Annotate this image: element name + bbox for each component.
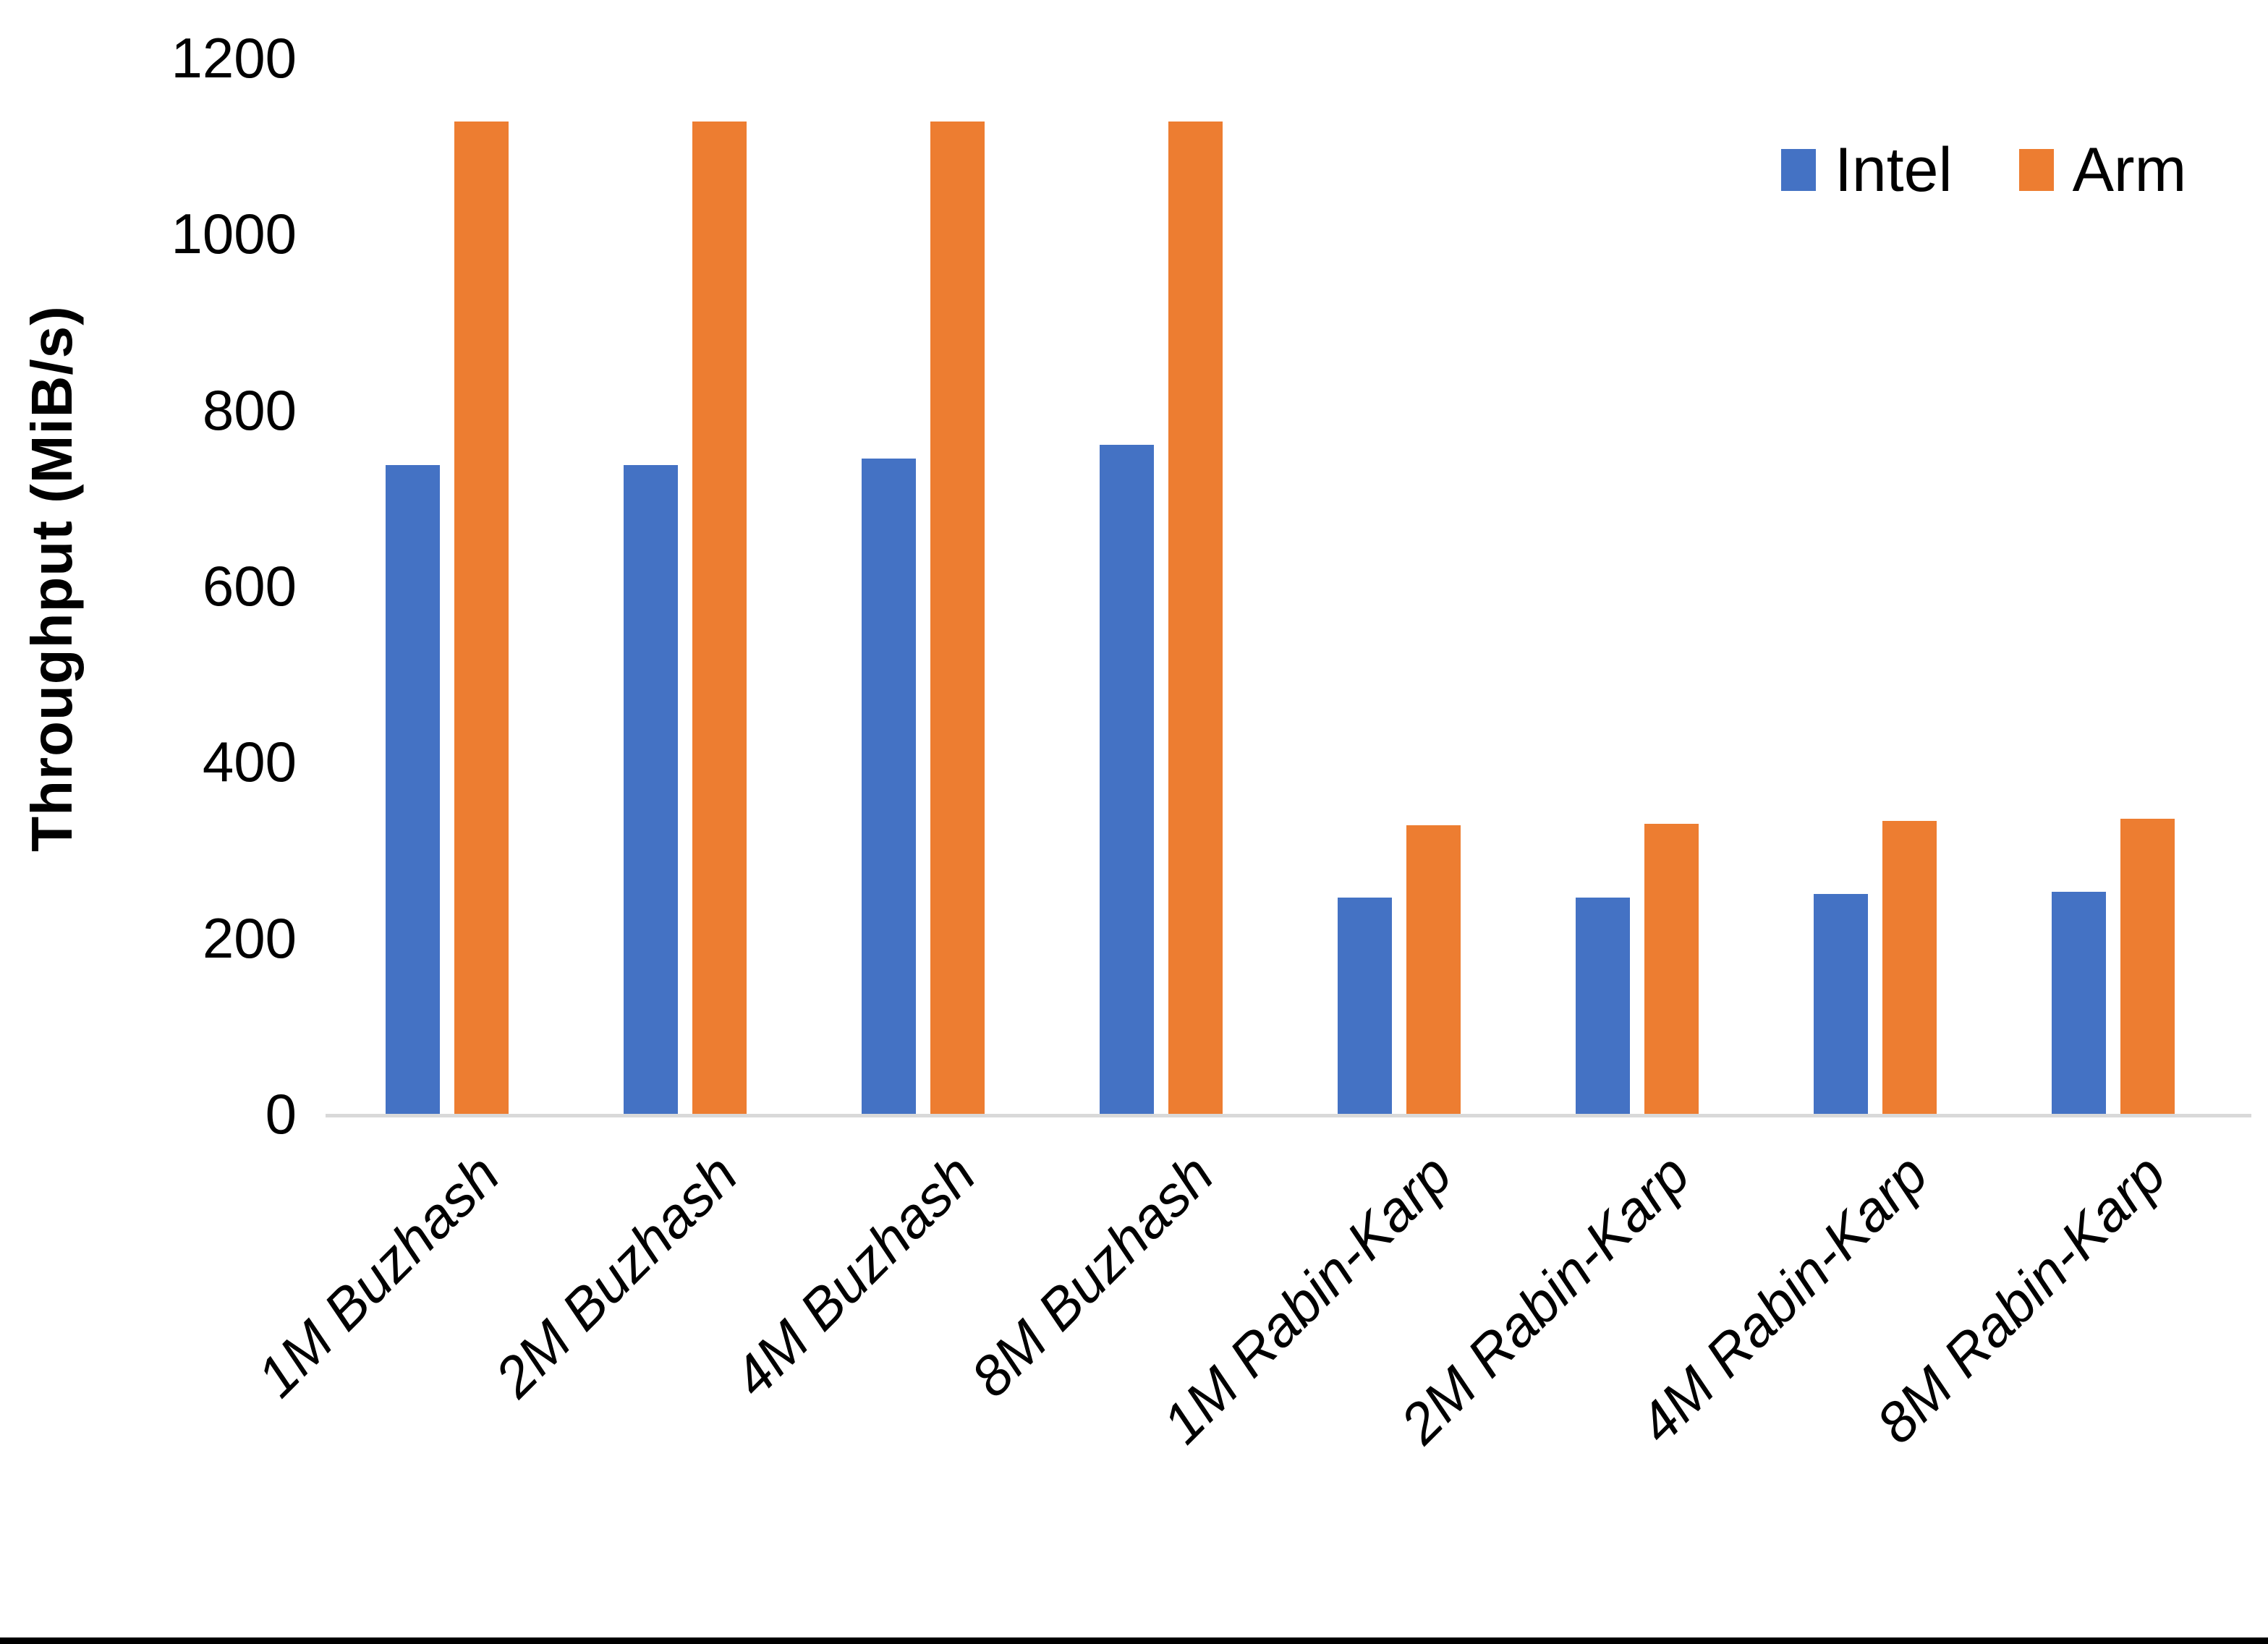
bar-arm-1m-rabin-karp	[1406, 825, 1461, 1114]
legend-label-intel: Intel	[1835, 135, 1953, 205]
y-tick-label-1000: 1000	[171, 202, 297, 266]
y-tick-label-200: 200	[202, 906, 297, 970]
legend-label-arm: Arm	[2072, 135, 2187, 205]
bottom-border	[0, 1637, 2268, 1644]
bar-arm-1m-buzhash	[454, 122, 509, 1114]
bar-arm-2m-buzhash	[692, 122, 747, 1114]
y-tick-label-600: 600	[202, 554, 297, 618]
bar-intel-4m-buzhash	[862, 459, 916, 1114]
legend: Intel Arm	[1781, 139, 2186, 201]
bar-intel-2m-rabin-karp	[1576, 898, 1630, 1114]
bar-arm-4m-rabin-karp	[1882, 821, 1937, 1114]
bar-intel-1m-buzhash	[386, 465, 440, 1114]
bar-arm-2m-rabin-karp	[1644, 824, 1699, 1114]
bar-intel-1m-rabin-karp	[1338, 898, 1392, 1114]
bar-intel-2m-buzhash	[624, 465, 678, 1114]
x-axis-line	[326, 1114, 2251, 1117]
bar-arm-4m-buzhash	[930, 122, 985, 1114]
intel-series-swatch	[1781, 149, 1816, 191]
x-category-label-1m-buzhash: 1M Buzhash	[245, 1142, 512, 1409]
x-category-label-8m-buzhash: 8M Buzhash	[959, 1142, 1226, 1409]
legend-item-arm: Arm	[2018, 135, 2187, 205]
y-tick-label-800: 800	[202, 378, 297, 442]
arm-series-swatch	[2018, 149, 2054, 191]
y-axis-title: Throughput (MiB/s)	[20, 305, 84, 852]
y-tick-label-400: 400	[202, 730, 297, 794]
y-tick-label-0: 0	[265, 1082, 297, 1146]
legend-item-intel: Intel	[1781, 139, 1953, 201]
bar-intel-8m-buzhash	[1100, 445, 1154, 1114]
bar-intel-4m-rabin-karp	[1814, 894, 1868, 1114]
y-tick-label-1200: 1200	[171, 26, 297, 90]
x-category-label-2m-buzhash: 2M Buzhash	[483, 1142, 750, 1409]
bar-intel-8m-rabin-karp	[2052, 892, 2106, 1114]
bar-arm-8m-buzhash	[1168, 122, 1223, 1114]
x-category-label-4m-buzhash: 4M Buzhash	[721, 1142, 988, 1409]
bar-arm-8m-rabin-karp	[2120, 819, 2175, 1114]
